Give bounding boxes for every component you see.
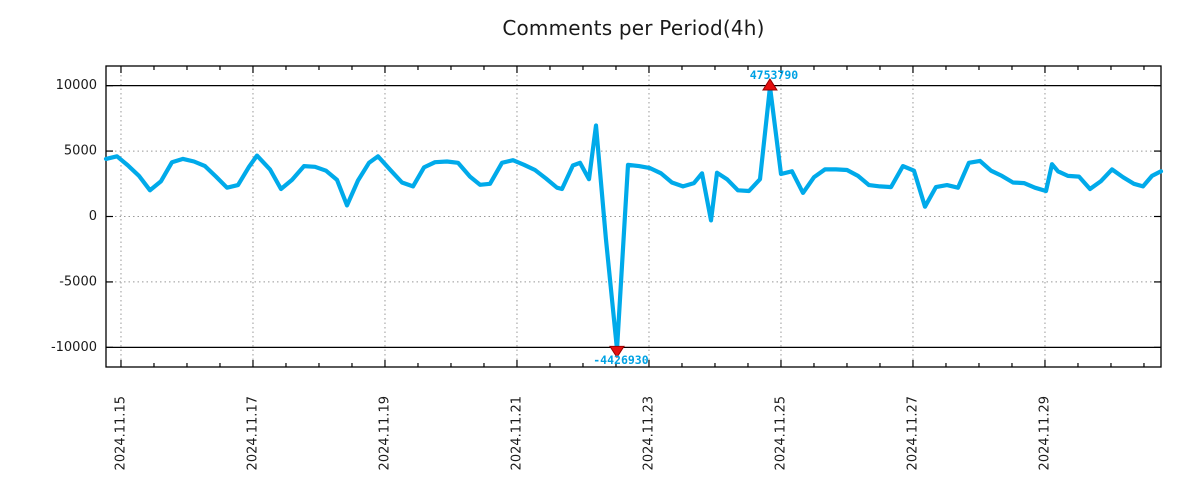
x-tick-label: 2024.11.21 — [509, 396, 524, 470]
annotation-min-value-label: -4426930 — [593, 353, 649, 368]
annotation-max-value-label: 4753790 — [749, 67, 799, 82]
y-tick-label: 5000 — [64, 144, 97, 159]
chart-title: Comments per Period(4h) — [502, 16, 765, 40]
extremum-marker-min — [609, 345, 625, 359]
y-tick-label: 0 — [89, 209, 97, 224]
x-tick-label: 2024.11.17 — [245, 396, 260, 470]
y-tick-label: 10000 — [56, 78, 97, 93]
x-tick-label: 2024.11.19 — [377, 396, 392, 470]
series-line — [103, 84, 1164, 352]
y-tick-label: -10000 — [51, 340, 97, 355]
x-tick-label: 2024.11.23 — [641, 396, 656, 470]
x-tick-label: 2024.11.25 — [773, 396, 788, 470]
extremum-marker-max — [762, 78, 778, 91]
y-tick-label: -5000 — [59, 274, 97, 289]
x-tick-label: 2024.11.27 — [905, 396, 920, 470]
x-tick-label: 2024.11.15 — [113, 396, 128, 470]
x-tick-label: 2024.11.29 — [1037, 396, 1052, 470]
